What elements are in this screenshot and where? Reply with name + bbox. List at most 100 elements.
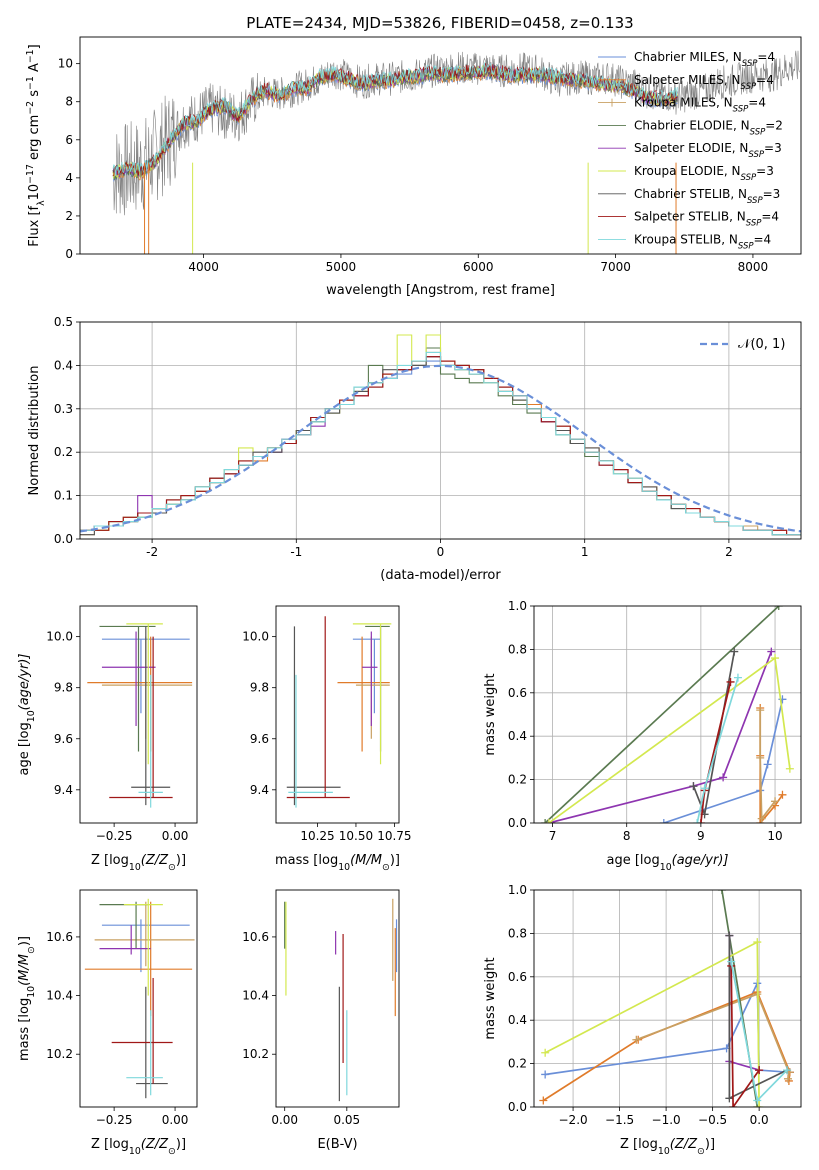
- y-tick-label: 0: [65, 247, 73, 261]
- x-axis-label: age [log10(age/yr)]: [607, 853, 729, 873]
- y-axis-label: Flux [fλ10−17 erg cm−2 s−1 A−1]: [25, 44, 47, 246]
- y-tick-label: 0.4: [508, 729, 527, 743]
- legend-label: Salpeter STELIB, NSSP=4: [634, 210, 779, 229]
- y-tick-label: 0.4: [54, 358, 73, 372]
- weight-marker: [756, 753, 765, 762]
- weight-line: [544, 606, 780, 823]
- y-tick-label: 10.0: [46, 630, 73, 644]
- y-tick-label: 1.0: [508, 883, 527, 897]
- weight-marker: [755, 1066, 764, 1075]
- weight-marker: [774, 606, 783, 610]
- plot-area: [80, 334, 801, 536]
- x-axis-label: E(B-V): [317, 1137, 357, 1152]
- x-tick-label: 7: [549, 829, 557, 843]
- weight-marker: [727, 957, 736, 966]
- weight-marker: [778, 790, 787, 799]
- y-tick-label: 10.4: [46, 989, 73, 1003]
- legend-label: Kroupa MILES, NSSP=4: [634, 96, 766, 115]
- x-tick-label: 0.00: [271, 1113, 298, 1127]
- weight-marker: [541, 1048, 550, 1057]
- y-tick-label: 0.6: [508, 686, 527, 700]
- y-axis-label: mass weight: [483, 957, 498, 1039]
- x-axis-label: Z [log10(Z/Z⊙)]: [91, 853, 186, 873]
- weight-marker: [733, 673, 742, 682]
- weight-line: [730, 965, 760, 1107]
- residuals-panel: -2 -1 0 1 2 0.0 0.1 0.2 0.3 0.4 0.5 𝒩(0, 1) (data-mo…: [27, 315, 802, 583]
- spectrum-model-line: [112, 65, 678, 181]
- x-axis-label: Z [log10(Z/Z⊙)]: [91, 1137, 186, 1157]
- weight-marker: [725, 1094, 734, 1103]
- y-tick-label: 9.4: [250, 783, 269, 797]
- x-tick-label: 4000: [188, 260, 219, 274]
- weight-marker: [767, 647, 776, 656]
- x-tick-label: 1: [581, 545, 589, 559]
- y-tick-label: 10.2: [46, 1047, 73, 1061]
- x-tick-label: −0.25: [96, 829, 133, 843]
- y-tick-label: 0.8: [508, 926, 527, 940]
- x-tick-label: 10: [767, 829, 782, 843]
- x-tick-label: 8: [623, 829, 631, 843]
- y-tick-label: 0.3: [54, 402, 73, 416]
- x-tick-label: −1.0: [652, 1113, 681, 1127]
- axes-frame: [79, 889, 198, 1108]
- weight-marker: [756, 819, 765, 823]
- y-axis-label: age [log10(age/yr)]: [17, 654, 37, 776]
- y-tick-label: 4: [65, 171, 73, 185]
- y-tick-label: 10.6: [46, 930, 73, 944]
- plot-area: [112, 50, 800, 254]
- x-axis-label: mass [log10(M/M⊙)]: [275, 853, 400, 873]
- y-tick-label: 0.0: [508, 1100, 527, 1114]
- weight-marker: [753, 938, 762, 947]
- mass-vs-metallicity-panel: −0.25 0.00 10.2 10.4 10.6 Z [log10(Z/Z⊙)] mass…: [17, 889, 198, 1157]
- x-tick-label: 2: [725, 545, 733, 559]
- x-tick-label: 7000: [600, 260, 631, 274]
- x-tick-label: 10.25: [300, 829, 334, 843]
- y-tick-label: 9.8: [250, 681, 269, 695]
- plot-area: [87, 623, 193, 808]
- axes-frame: [79, 321, 802, 540]
- legend-label: Kroupa STELIB, NSSP=4: [634, 232, 771, 251]
- age-vs-mass-panel: 10.25 10.50 10.75 9.4 9.6 9.8 10.0 mass [log10(…: [242, 605, 412, 873]
- axes-frame: [533, 889, 802, 1108]
- weight-marker: [730, 647, 739, 656]
- axes-frame: [533, 605, 802, 824]
- legend-label: Chabrier STELIB, NSSP=3: [634, 187, 780, 206]
- y-tick-label: 9.6: [54, 732, 73, 746]
- y-tick-label: 0.4: [508, 1013, 527, 1027]
- y-tick-label: 0.0: [508, 816, 527, 830]
- legend-label: Salpeter ELODIE, NSSP=3: [634, 141, 782, 160]
- plot-area: [286, 616, 392, 808]
- weight-vs-age-panel: 7 8 9 10 0.0 0.2 0.4 0.6 0.8 1.0 age [log10(age/yr…: [483, 599, 802, 873]
- x-tick-label: −1.5: [605, 1113, 634, 1127]
- weight-marker: [771, 797, 780, 806]
- y-tick-label: 6: [65, 133, 73, 147]
- x-tick-label: -1: [290, 545, 302, 559]
- weight-marker: [753, 1096, 762, 1105]
- weight-marker: [756, 706, 765, 715]
- weight-marker: [763, 760, 772, 769]
- plot-area: [539, 890, 794, 1107]
- y-tick-label: 9.4: [54, 783, 73, 797]
- weight-marker: [693, 819, 702, 823]
- x-axis-label: (data-model)/error: [380, 568, 501, 583]
- x-tick-label: 10.50: [339, 829, 373, 843]
- x-tick-label: 0.00: [162, 1113, 189, 1127]
- y-tick-label: 10.2: [242, 1047, 269, 1061]
- y-tick-label: 0.2: [508, 1057, 527, 1071]
- legend-label: Chabrier ELODIE, NSSP=2: [634, 118, 783, 137]
- axes-frame: [275, 889, 400, 1108]
- plot-area: [284, 898, 398, 1102]
- weight-marker: [659, 819, 668, 823]
- x-tick-label: 0: [437, 545, 445, 559]
- weight-marker: [541, 1070, 550, 1079]
- y-tick-label: 0.2: [54, 445, 73, 459]
- weight-marker: [689, 782, 698, 791]
- plot-area: [84, 898, 195, 1099]
- y-tick-label: 0.8: [508, 642, 527, 656]
- x-tick-label: 8000: [738, 260, 769, 274]
- weight-marker: [544, 819, 553, 823]
- legend-label: Kroupa ELODIE, NSSP=3: [634, 164, 774, 183]
- x-tick-label: −0.5: [698, 1113, 727, 1127]
- weight-marker: [541, 819, 550, 823]
- weight-marker: [771, 654, 780, 663]
